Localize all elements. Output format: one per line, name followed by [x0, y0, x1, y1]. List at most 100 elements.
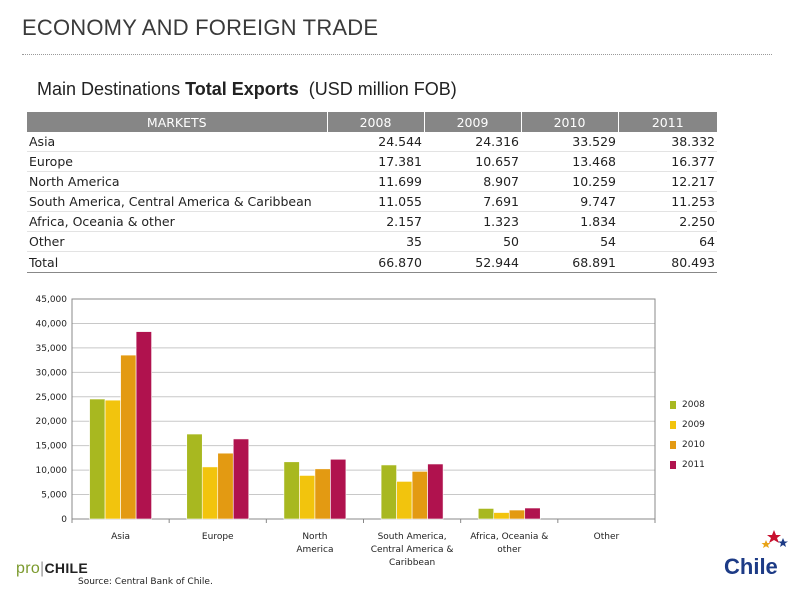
value-cell: 9.747: [521, 191, 618, 212]
value-cell: 38.332: [618, 132, 717, 152]
legend-label: 2011: [682, 460, 705, 470]
header-2009: 2009: [424, 112, 522, 132]
value-cell: 35: [327, 231, 424, 252]
legend-swatch: [670, 421, 676, 429]
stars-icon: [761, 530, 788, 548]
value-cell: 7.691: [424, 191, 521, 212]
value-cell: 10.259: [521, 171, 618, 192]
chart-legend: 2008 2009 2010 2011: [670, 395, 705, 475]
x-tick-label: Caribbean: [389, 558, 435, 568]
x-tick-label: Other: [594, 532, 620, 542]
bar: [477, 508, 495, 520]
header-markets: MARKETS: [27, 112, 328, 132]
legend-item: 2010: [670, 435, 705, 455]
y-tick-label: 35,000: [36, 344, 68, 354]
x-tick-label: other: [497, 545, 521, 555]
x-tick-label: North: [302, 532, 327, 542]
total-value: 52.944: [424, 251, 521, 273]
prochile-logo: pro|CHILE: [16, 560, 88, 578]
y-tick-label: 10,000: [36, 466, 68, 476]
value-cell: 16.377: [618, 151, 717, 172]
bar: [283, 461, 300, 520]
bar: [396, 481, 413, 520]
value-cell: 64: [618, 231, 717, 252]
value-cell: 17.381: [327, 151, 424, 172]
total-value: 68.891: [521, 251, 618, 273]
bar: [330, 458, 347, 520]
subtitle-bold: Total Exports: [185, 79, 299, 99]
table-header-row: MARKETS 2008 2009 2010 2011: [27, 112, 717, 132]
y-tick-label: 5,000: [41, 491, 67, 501]
market-name: Europe: [27, 151, 327, 172]
y-tick-label: 30,000: [36, 368, 68, 378]
value-cell: 11.253: [618, 191, 717, 212]
market-name: Asia: [27, 132, 327, 152]
total-value: 80.493: [618, 251, 717, 273]
x-tick-label: South America,: [378, 532, 447, 542]
y-tick-label: 0: [61, 515, 67, 525]
value-cell: 1.834: [521, 211, 618, 232]
legend-label: 2009: [682, 420, 705, 430]
bar: [186, 433, 203, 520]
y-tick-label: 40,000: [36, 319, 68, 329]
legend-label: 2008: [682, 400, 705, 410]
chile-brand-logo: Chile: [722, 526, 792, 586]
bar: [508, 509, 526, 520]
total-row: Total 66.870 52.944 68.891 80.493: [27, 251, 717, 273]
table-row: Asia 24.544 24.316 33.529 38.332: [27, 132, 717, 152]
bar: [314, 468, 331, 520]
legend-swatch: [670, 461, 676, 469]
chart-canvas: 0 5,000 10,000 15,000 20,000 25,000 30,000 35,0…: [36, 295, 656, 568]
legend-swatch: [670, 441, 676, 449]
market-name: North America: [27, 171, 327, 192]
bar: [524, 507, 541, 520]
value-cell: 24.544: [327, 132, 424, 152]
value-cell: 54: [521, 231, 618, 252]
title-divider: [22, 54, 772, 55]
x-tick-label: America: [296, 545, 333, 555]
table-row: North America 11.699 8.907 10.259 12.217: [27, 171, 717, 192]
bar: [299, 475, 316, 520]
value-cell: 10.657: [424, 151, 521, 172]
value-cell: 13.468: [521, 151, 618, 172]
header-2008: 2008: [327, 112, 425, 132]
bar: [135, 331, 152, 520]
legend-item: 2011: [670, 455, 705, 475]
y-tick-label: 15,000: [36, 442, 68, 452]
market-name: Other: [27, 231, 327, 252]
value-cell: 11.055: [327, 191, 424, 212]
bar: [232, 438, 250, 520]
x-tick-label: Europe: [202, 532, 234, 542]
bar: [217, 452, 234, 520]
source-note: Source: Central Bank of Chile.: [78, 577, 213, 587]
chart-subtitle: Main Destinations Total Exports (USD mil…: [37, 79, 457, 100]
value-cell: 33.529: [521, 132, 618, 152]
brand-text: Chile: [724, 554, 778, 579]
plot-area: [71, 298, 656, 520]
value-cell: 12.217: [618, 171, 717, 192]
market-name: South America, Central America & Caribbe…: [27, 191, 327, 212]
logo-chile-text: CHILE: [44, 560, 88, 576]
legend-item: 2008: [670, 395, 705, 415]
bar: [120, 354, 137, 520]
bar: [89, 398, 106, 520]
y-tick-label: 20,000: [36, 417, 68, 427]
table-row: Africa, Oceania & other 2.157 1.323 1.83…: [27, 211, 717, 232]
subtitle-prefix: Main Destinations: [37, 79, 181, 99]
y-tick-label: 45,000: [36, 295, 68, 305]
value-cell: 1.323: [424, 211, 521, 232]
subtitle-unit: (USD million FOB): [308, 79, 457, 99]
header-2010: 2010: [521, 112, 619, 132]
bar: [380, 464, 397, 520]
value-cell: 50: [424, 231, 521, 252]
x-tick-label: Africa, Oceania &: [470, 532, 548, 542]
table-row: Europe 17.381 10.657 13.468 16.377: [27, 151, 717, 172]
legend-item: 2009: [670, 415, 705, 435]
table-row: Other 35 50 54 64: [27, 231, 717, 252]
total-value: 66.870: [327, 251, 424, 273]
value-cell: 8.907: [424, 171, 521, 192]
legend-swatch: [670, 401, 676, 409]
header-2011: 2011: [618, 112, 717, 132]
x-tick-label: Asia: [111, 532, 130, 542]
bar-chart: 0 5,000 10,000 15,000 20,000 25,000 30,000 35,0…: [0, 285, 800, 570]
